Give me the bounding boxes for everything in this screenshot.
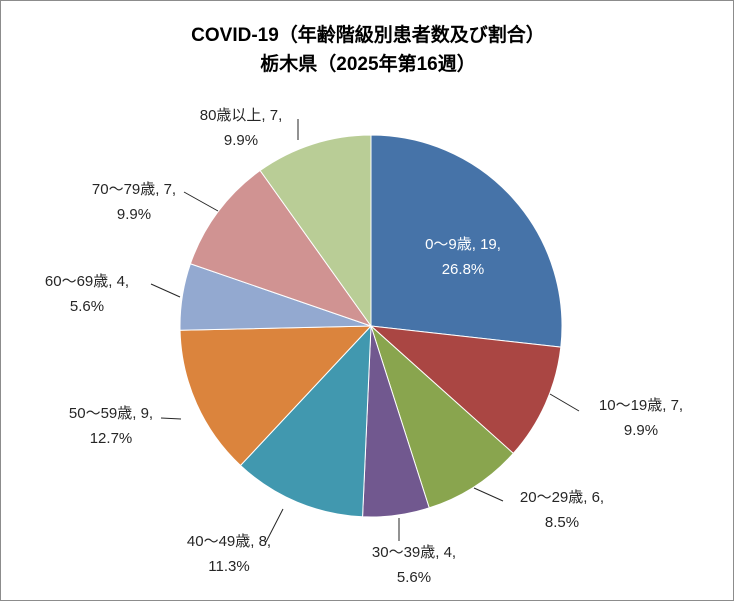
pie-slice (369, 324, 515, 509)
data-labels: 0～9歳, 19, 26.8% 10～19歳, 7, 9.9% 20～29歳, 6, 8.… (45, 107, 683, 586)
leader-line (549, 393, 580, 412)
data-label: 10～19歳, 7, 9.9% (599, 397, 683, 439)
pie-slice (370, 134, 563, 348)
pie-slices (179, 134, 563, 518)
data-label: 20～29歳, 6, 8.5% (520, 489, 604, 531)
pie-slice (179, 325, 373, 467)
leader-line (160, 417, 182, 420)
pie-slice (369, 325, 562, 455)
leader-line (183, 191, 219, 212)
leader-line (265, 508, 284, 543)
pie-slice (239, 324, 372, 518)
chart-title-line-2: 栃木県（2025年第16週） (260, 52, 475, 75)
chart-title-line-1: COVID-19（年齢階級別患者数及び割合） (191, 23, 545, 46)
leader-lines (150, 119, 580, 543)
pie-slice (189, 169, 373, 327)
data-label: 40～49歳, 8, 11.3% (187, 533, 271, 575)
data-label: 60～69歳, 4, 5.6% (45, 273, 129, 315)
pie-slice (259, 134, 372, 328)
data-label: 50～59歳, 9, 12.7% (69, 405, 153, 447)
leader-line (473, 487, 504, 502)
leader-line (150, 283, 181, 298)
data-label: 70～79歳, 7, 9.9% (92, 181, 176, 223)
data-label: 80歳以上, 7, 9.9% (200, 107, 283, 149)
data-label: 0～9歳, 19, 26.8% (425, 236, 501, 278)
data-label: 30～39歳, 4, 5.6% (372, 544, 456, 586)
